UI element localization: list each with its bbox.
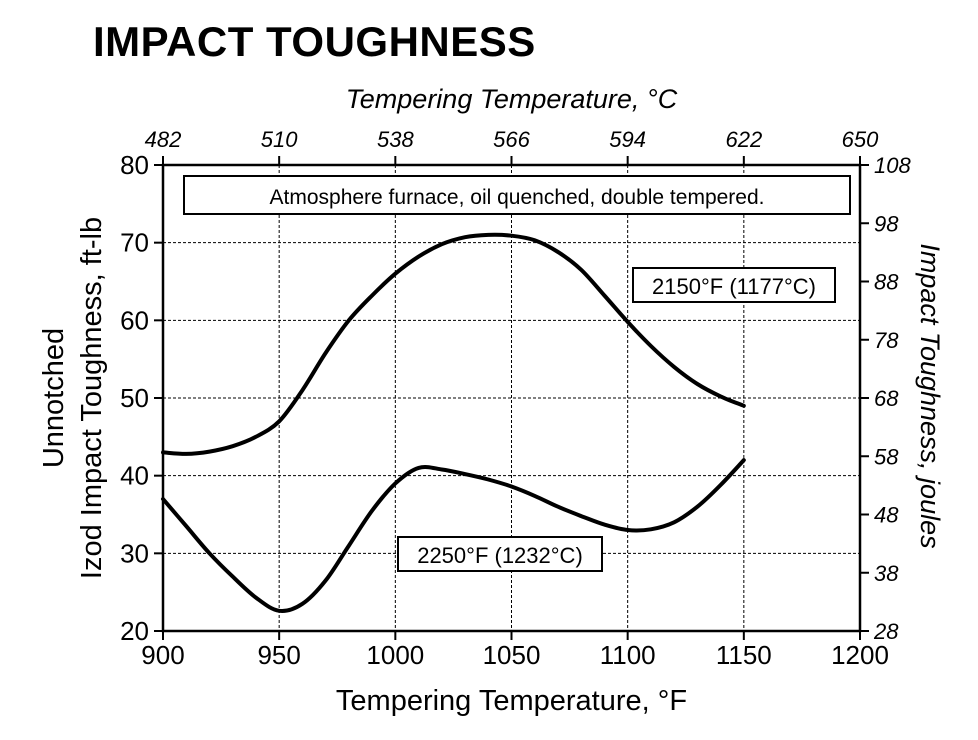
grid — [163, 165, 860, 631]
y2-tick-label: 108 — [874, 153, 911, 178]
x2-tick-label: 622 — [725, 127, 762, 152]
y2-tick-label: 88 — [874, 270, 899, 295]
y2-tick-label: 28 — [873, 619, 899, 644]
x2-tick-label: 650 — [842, 127, 879, 152]
series-label-2250-text: 2250°F (1232°C) — [417, 543, 583, 568]
series-label-2150: 2150°F (1177°C) — [632, 267, 836, 303]
y2-tick-label: 78 — [874, 328, 899, 353]
x-tick-label: 1000 — [366, 640, 424, 670]
tick-labels: 900 950 1000 1050 1100 1150 1200 482 510 538 566 59… — [120, 127, 911, 670]
y2-tick-label: 98 — [874, 211, 899, 236]
series-lines — [161, 232, 746, 613]
y-axis-title-line2: Izod Impact Toughness, ft-lb — [76, 217, 108, 579]
x2-tick-label: 538 — [377, 127, 414, 152]
x-axis-title: Tempering Temperature, °F — [336, 685, 687, 717]
x2-tick-label: 594 — [609, 127, 646, 152]
tick-marks — [154, 156, 869, 640]
y-tick-label: 80 — [120, 150, 149, 180]
series-label-2150-text: 2150°F (1177°C) — [652, 274, 816, 299]
page-title: IMPACT TOUGHNESS — [93, 18, 536, 65]
series-line-2150 — [161, 232, 746, 456]
x2-axis-title: Tempering Temperature, °C — [346, 84, 678, 114]
y-tick-label: 20 — [120, 616, 149, 646]
y-tick-label: 60 — [120, 305, 149, 335]
y2-axis-title: Impact Toughness, joules — [915, 243, 945, 548]
series-line-2250 — [161, 458, 746, 613]
y-tick-label: 40 — [120, 461, 149, 491]
x-tick-label: 950 — [257, 640, 300, 670]
annotation-text: Atmosphere furnace, oil quenched, double… — [270, 186, 765, 209]
x2-tick-label: 566 — [493, 127, 530, 152]
y-tick-label: 70 — [120, 228, 149, 258]
x-tick-label: 1100 — [600, 640, 656, 670]
y2-tick-label: 38 — [874, 561, 899, 586]
y2-tick-label: 58 — [874, 444, 899, 469]
y-axis-title-line1: Unnotched — [38, 328, 70, 468]
y-tick-label: 50 — [120, 383, 149, 413]
y2-tick-label: 68 — [874, 386, 899, 411]
x-tick-label: 900 — [141, 640, 184, 670]
y-tick-label: 30 — [120, 538, 149, 568]
x-tick-label: 1150 — [716, 640, 772, 670]
x2-tick-label: 482 — [145, 127, 182, 152]
annotation-box: Atmosphere furnace, oil quenched, double… — [183, 175, 851, 215]
x2-tick-label: 510 — [261, 127, 298, 152]
x-tick-label: 1050 — [483, 640, 541, 670]
y2-tick-label: 48 — [874, 503, 899, 528]
x-tick-label: 1200 — [831, 640, 889, 670]
series-label-2250: 2250°F (1232°C) — [397, 536, 603, 572]
